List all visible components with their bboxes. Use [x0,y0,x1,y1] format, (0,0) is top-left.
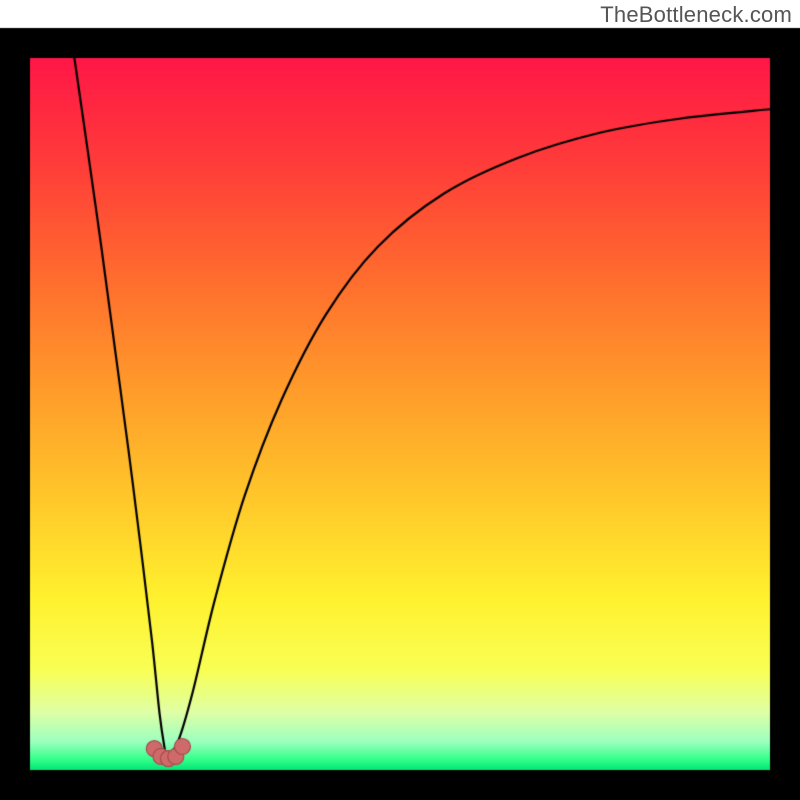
watermark-label: TheBottleneck.com [600,2,792,28]
chart-container: TheBottleneck.com [0,0,800,800]
bottleneck-chart [0,0,800,800]
